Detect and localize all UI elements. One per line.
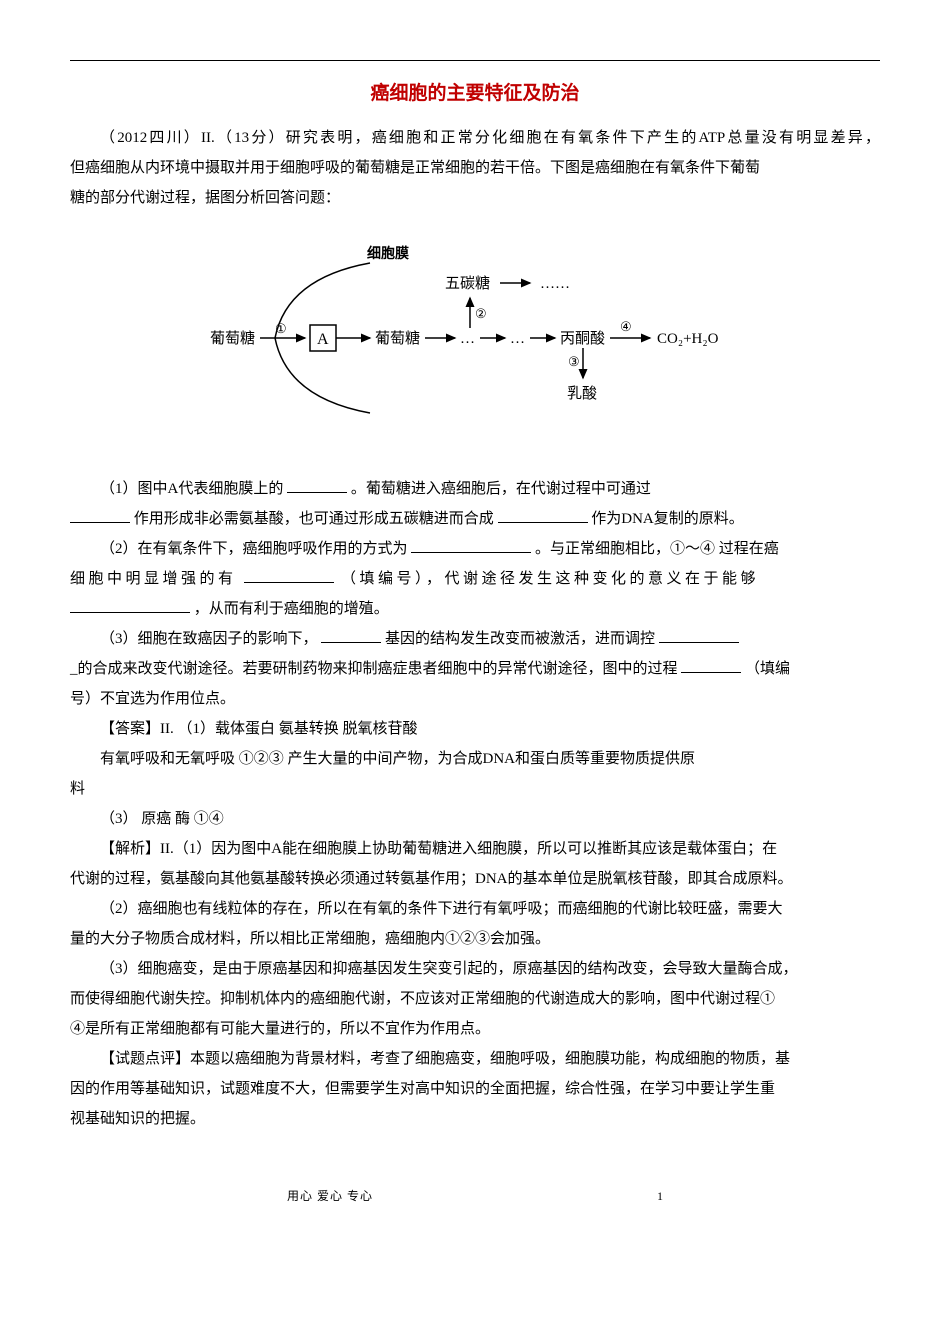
page-footer: 用心 爱心 专心 1	[70, 1184, 880, 1208]
circle-3: ③	[568, 354, 580, 369]
blank	[681, 657, 741, 673]
q3d: （填编	[745, 661, 790, 677]
explain-l1b: 代谢的过程，氨基酸向其他氨基酸转换必须通过转氨基作用；DNA的基本单位是脱氧核苷…	[70, 864, 880, 894]
metabolism-diagram: 细胞膜 葡萄糖 ① A 葡萄糖 … … 丙酮酸 ④ CO₂+H₂O ② 五碳糖 …	[70, 243, 880, 444]
page-number: 1	[657, 1184, 663, 1208]
co2h2o-label: CO₂+H₂O	[657, 331, 719, 347]
pyruvate-label: 丙酮酸	[560, 330, 605, 347]
explain-l1: 【解析】II.（1）因为图中A能在细胞膜上协助葡萄糖进入细胞膜，所以可以推断其应…	[70, 834, 880, 864]
q2b: 。与正常细胞相比，①～④ 过程在癌	[535, 541, 779, 557]
circle-2: ②	[475, 306, 487, 321]
q2d: ，从而有利于癌细胞的增殖。	[194, 601, 389, 617]
pentose-label: 五碳糖	[445, 275, 490, 292]
q1a: （1）图中A代表细胞膜上的	[100, 481, 283, 497]
q1d: 作为DNA复制的原料。	[591, 511, 744, 527]
glucose-in-label: 葡萄糖	[375, 330, 420, 347]
circle-4: ④	[620, 319, 632, 334]
footer-text: 用心 爱心 专心	[287, 1189, 373, 1203]
q2c-mid: （填编号），代谢途径发生这种变化的意义在于能够	[341, 571, 759, 587]
q3a: （3）细胞在致癌因子的影响下，	[100, 631, 318, 647]
blank	[498, 507, 588, 523]
explain-l3b: 而使得细胞代谢失控。抑制机体内的癌细胞代谢，不应该对正常细胞的代谢造成大的影响，…	[70, 984, 880, 1014]
q3-line3: 号）不宜选为作用位点。	[70, 684, 880, 714]
answer-l2: 有氧呼吸和无氧呼吸 ①②③ 产生大量的中间产物，为合成DNA和蛋白质等重要物质提…	[70, 744, 880, 774]
box-a-label: A	[317, 331, 329, 348]
blank	[287, 477, 347, 493]
answer-l2b: 料	[70, 774, 880, 804]
blank	[70, 597, 190, 613]
intro-line-2: 但癌细胞从内环境中摄取并用于细胞呼吸的葡萄糖是正常细胞的若干倍。下图是癌细胞在有…	[70, 153, 880, 183]
explain-l2: （2）癌细胞也有线粒体的存在，所以在有氧的条件下进行有氧呼吸；而癌细胞的代谢比较…	[70, 894, 880, 924]
q1-line: （1）图中A代表细胞膜上的 。葡萄糖进入癌细胞后，在代谢过程中可通过	[70, 474, 880, 504]
lactate-label: 乳酸	[567, 385, 597, 402]
explain-l2b: 量的大分子物质合成材料，所以相比正常细胞，癌细胞内①②③会加强。	[70, 924, 880, 954]
q3c: _的合成来改变代谢途径。若要研制药物来抑制癌症患者细胞中的异常代谢途径，图中的过…	[70, 661, 678, 677]
q2-line2: 细胞中明显增强的有 （填编号），代谢途径发生这种变化的意义在于能够	[70, 564, 880, 594]
blank	[70, 507, 130, 523]
explain-l3c: ④是所有正常细胞都有可能大量进行的，所以不宜作为作用点。	[70, 1014, 880, 1044]
blank	[411, 537, 531, 553]
ell2: …	[510, 331, 525, 347]
blank	[244, 567, 334, 583]
top-rule	[70, 60, 880, 61]
review-l3: 视基础知识的把握。	[70, 1104, 880, 1134]
review-l1: 【试题点评】本题以癌细胞为背景材料，考查了细胞癌变，细胞呼吸，细胞膜功能，构成细…	[70, 1044, 880, 1074]
q3-line: （3）细胞在致癌因子的影响下， 基因的结构发生改变而被激活，进而调控	[70, 624, 880, 654]
q1b: 。葡萄糖进入癌细胞后，在代谢过程中可通过	[351, 481, 651, 497]
q2-line3: ，从而有利于癌细胞的增殖。	[70, 594, 880, 624]
page-title: 癌细胞的主要特征及防治	[70, 75, 880, 113]
q1-line2: 作用形成非必需氨基酸，也可通过形成五碳糖进而合成 作为DNA复制的原料。	[70, 504, 880, 534]
q2a: （2）在有氧条件下，癌细胞呼吸作用的方式为	[100, 541, 408, 557]
ell1: …	[460, 331, 475, 347]
intro-line-3: 糖的部分代谢过程，据图分析回答问题：	[70, 183, 880, 213]
glucose-out-label: 葡萄糖	[210, 330, 255, 347]
intro-line-1: （2012四川）II.（13分）研究表明，癌细胞和正常分化细胞在有氧条件下产生的…	[70, 123, 880, 153]
q1c: 作用形成非必需氨基酸，也可通过形成五碳糖进而合成	[134, 511, 494, 527]
pentose-dots: ……	[540, 276, 570, 292]
blank	[321, 627, 381, 643]
explain-l3: （3）细胞癌变，是由于原癌基因和抑癌基因发生突变引起的，原癌基因的结构改变，会导…	[70, 954, 880, 984]
q3b: 基因的结构发生改变而被激活，进而调控	[385, 631, 655, 647]
blank	[659, 627, 739, 643]
q3-line2: _的合成来改变代谢途径。若要研制药物来抑制癌症患者细胞中的异常代谢途径，图中的过…	[70, 654, 880, 684]
answer-l1: 【答案】II. （1）载体蛋白 氨基转换 脱氧核苷酸	[70, 714, 880, 744]
circle-1: ①	[275, 321, 287, 336]
membrane-label: 细胞膜	[367, 245, 409, 262]
review-l2: 因的作用等基础知识，试题难度不大，但需要学生对高中知识的全面把握，综合性强，在学…	[70, 1074, 880, 1104]
q2-line: （2）在有氧条件下，癌细胞呼吸作用的方式为 。与正常细胞相比，①～④ 过程在癌	[70, 534, 880, 564]
answer-l3: （3） 原癌 酶 ①④	[70, 804, 880, 834]
q2c-pre: 细胞中明显增强的有	[70, 571, 237, 587]
